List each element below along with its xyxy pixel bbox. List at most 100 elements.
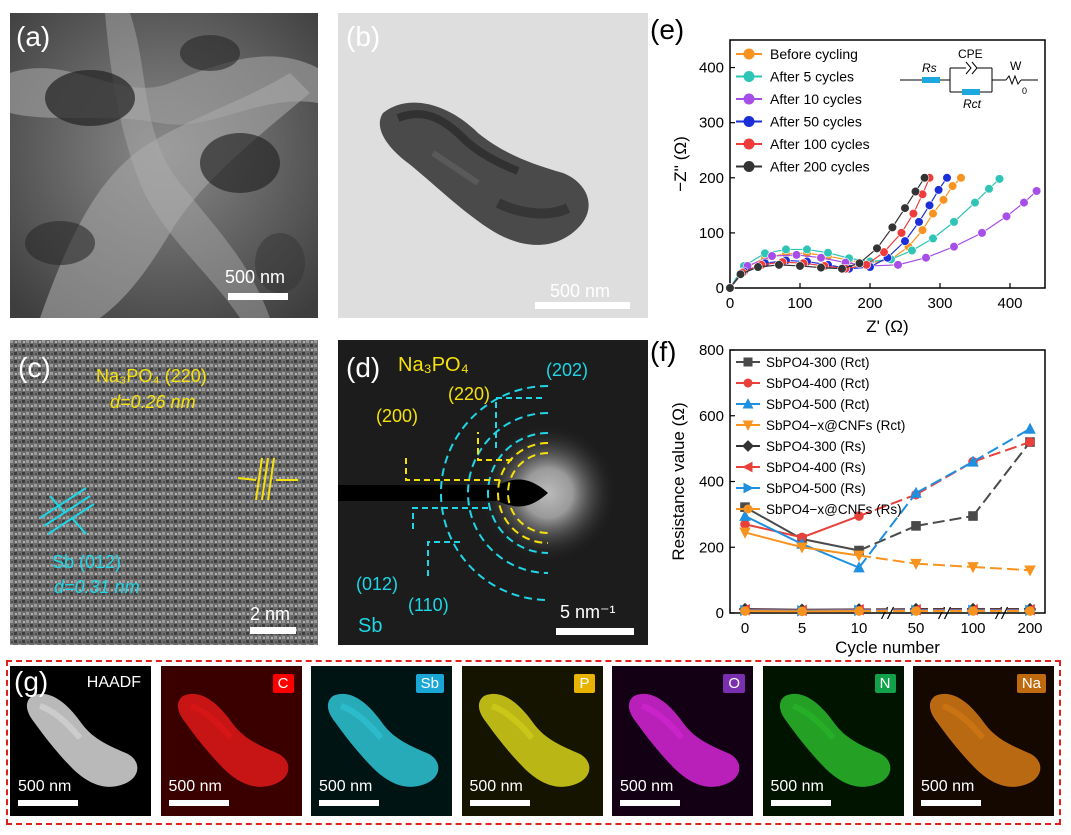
x-tick-label: 300	[927, 295, 952, 312]
series-segment	[858, 524, 917, 552]
data-point	[893, 260, 903, 270]
panel-f-label: (f)	[650, 336, 677, 367]
eds-map-haadf: HAADF 500 nm	[10, 666, 151, 816]
data-point	[1025, 606, 1035, 616]
data-point	[1032, 186, 1042, 196]
data-point	[791, 250, 802, 260]
y-tick-label: 400	[699, 474, 724, 491]
na-d-spacing: d=0.26 nm	[110, 392, 196, 412]
data-point	[879, 247, 889, 257]
legend-marker	[743, 93, 755, 105]
data-point	[740, 606, 750, 616]
legend-label: After 50 cycles	[770, 114, 862, 130]
tem-particle	[338, 13, 648, 318]
data-point	[854, 258, 865, 268]
data-point	[908, 209, 918, 219]
series-3: SbPO4−x@CNFs (Rct)	[736, 418, 1036, 577]
legend-marker	[742, 440, 754, 452]
series-2: SbPO4-500 (Rct)	[736, 397, 1036, 573]
particle-shape	[177, 693, 288, 787]
map-scale-bar	[770, 800, 831, 806]
data-point	[928, 209, 938, 219]
map-scale-bar	[620, 800, 680, 806]
data-point	[896, 228, 907, 238]
panel-d-saed-pattern: (d) Na₃PO₄ (200) (220) (202) (012) (110)…	[338, 340, 648, 645]
data-point	[911, 606, 921, 616]
data-point	[921, 253, 931, 263]
panel-c-label: (c)	[18, 352, 51, 383]
data-point	[853, 550, 865, 562]
legend-label: SbPO4-300 (Rct)	[766, 355, 870, 370]
y-tick-label: 600	[699, 408, 724, 425]
ring-200: (200)	[376, 406, 419, 426]
axis-break-mark	[1000, 606, 1009, 620]
data-point	[739, 509, 751, 521]
panel-c-hrtem-image: (c) Na₃PO₄ (220) d=0.26 nm Sb (012) d=0.…	[10, 340, 318, 645]
x-tick-label: 100	[787, 295, 812, 312]
element-tag: P	[574, 674, 595, 693]
legend-label: After 200 cycles	[770, 159, 870, 175]
panel-g-label: (g)	[14, 666, 49, 697]
data-point	[907, 245, 917, 256]
data-point	[767, 251, 777, 261]
eds-map-n: N 500 nm	[762, 666, 904, 816]
data-point	[911, 521, 921, 531]
series-segment	[744, 506, 803, 540]
cpe-label: CPE	[958, 47, 983, 61]
panel-a-scale-bar	[228, 293, 288, 300]
y-tick-label: 300	[699, 115, 724, 132]
series-5: After 200 cycles	[725, 159, 930, 293]
nyquist-chart: 0 100 200 300 400 0 100 200 300 400 Z' (Ω) −Z'' (Ω)…	[671, 39, 1046, 336]
series-segment	[801, 515, 860, 539]
legend-label: Before cycling	[770, 46, 858, 62]
warburg-symbol	[1005, 74, 1022, 86]
series-segment	[915, 562, 974, 568]
map-scale-text: 500 nm	[18, 778, 72, 795]
data-point	[887, 222, 897, 232]
data-point	[1019, 197, 1029, 208]
y-tick-label: 400	[699, 60, 724, 77]
eds-map-o: O 500 nm	[612, 666, 753, 816]
ring-110: (110)	[408, 595, 449, 615]
data-point	[956, 173, 966, 183]
y-axis-label: Resistance value (Ω)	[669, 402, 688, 560]
particle-shape	[478, 693, 589, 787]
eds-map-frame	[6, 660, 1061, 825]
equivalent-circuit: Rs CPE Rct W 0	[900, 47, 1038, 111]
legend-marker	[743, 504, 753, 514]
data-point	[735, 269, 746, 279]
data-point	[1001, 211, 1012, 221]
cpe-symbol	[971, 61, 978, 75]
x-tick-label: 5	[798, 620, 806, 637]
map-scale-text: 500 nm	[770, 778, 824, 795]
map-scale-bar	[18, 800, 78, 806]
legend-marker	[743, 48, 755, 60]
element-tag: Na	[1016, 674, 1046, 693]
sb-title: Sb	[358, 615, 383, 637]
series-segment	[972, 441, 1031, 463]
eds-map-p: P 500 nm	[461, 666, 603, 816]
data-point	[1024, 565, 1036, 577]
data-point	[968, 511, 978, 521]
data-point	[781, 244, 791, 255]
legend-marker	[742, 461, 753, 473]
x-tick-label: 100	[960, 620, 985, 637]
series-7: SbPO4−x@CNFs (Rs)	[736, 502, 1035, 617]
legend-label: SbPO4−x@CNFs (Rct)	[766, 418, 905, 433]
panel-d-label: (d)	[346, 352, 381, 383]
data-point	[934, 185, 944, 195]
data-point	[854, 606, 864, 616]
data-point	[796, 542, 808, 554]
rct-label: Rct	[963, 97, 982, 111]
data-point	[900, 203, 910, 213]
data-point	[924, 200, 935, 210]
data-point	[967, 455, 979, 467]
element-tag: C	[272, 674, 294, 693]
data-point	[739, 527, 751, 539]
series-segment	[858, 492, 917, 569]
data-point	[949, 242, 959, 252]
ring-012: (012)	[356, 574, 399, 594]
data-point	[1025, 437, 1035, 447]
data-point	[970, 197, 980, 208]
legend-marker	[743, 378, 753, 388]
